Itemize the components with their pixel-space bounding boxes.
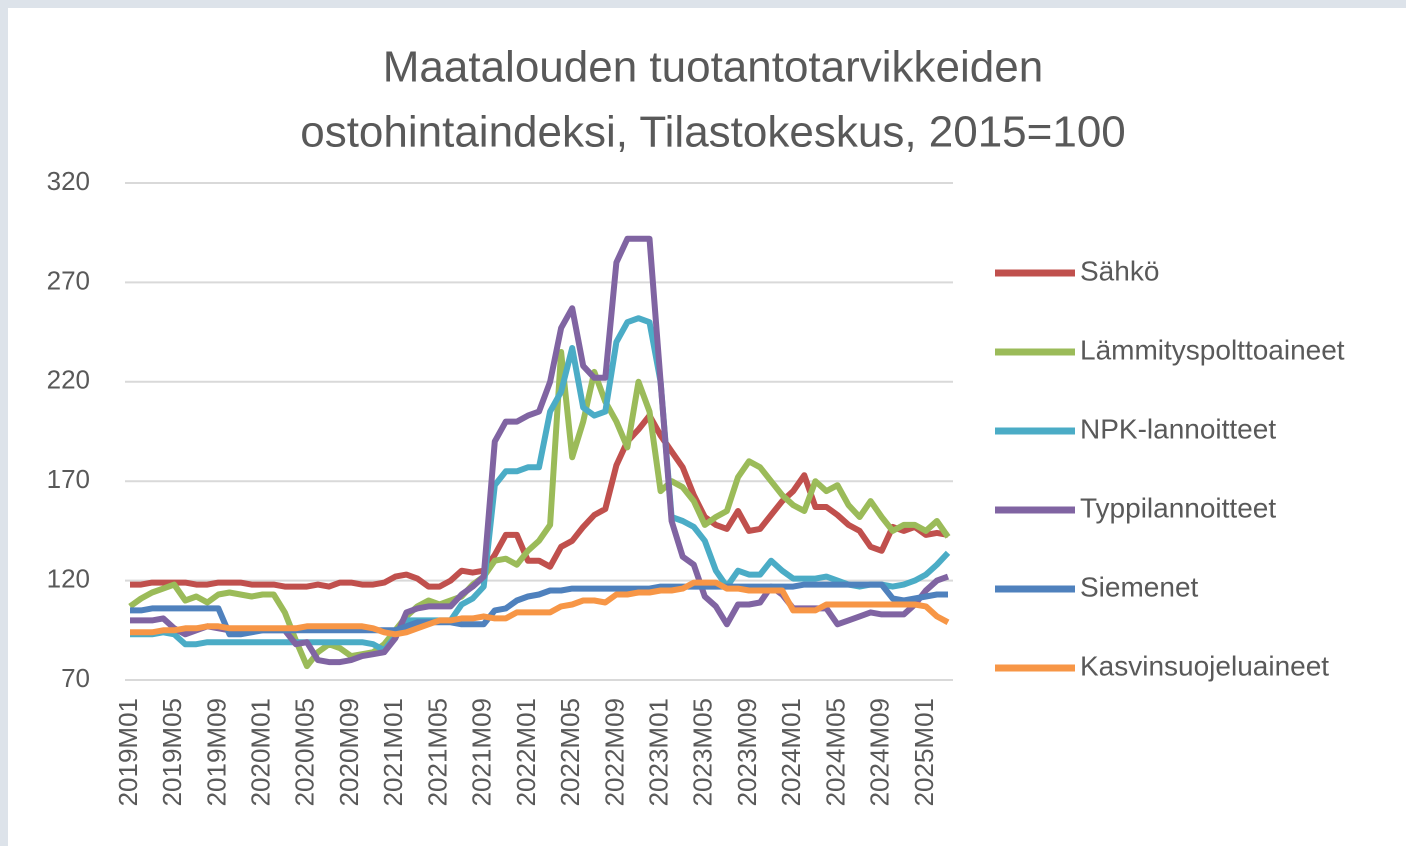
- x-tick-label: 2020M09: [334, 698, 364, 806]
- y-tick-label: 320: [47, 166, 90, 196]
- y-tick-label: 270: [47, 265, 90, 295]
- x-tick-label: 2021M05: [422, 698, 452, 806]
- chart-title: ostohintaindeksi, Tilastokeskus, 2015=10…: [300, 108, 1126, 157]
- legend-label: Lämmityspolttoaineet: [1080, 334, 1345, 365]
- x-tick-label: 2024M05: [820, 698, 850, 806]
- legend-label: Typpilannoitteet: [1080, 492, 1276, 523]
- x-tick-label: 2022M05: [555, 698, 585, 806]
- x-tick-label: 2024M01: [776, 698, 806, 806]
- x-tick-label: 2019M09: [201, 698, 231, 806]
- series-line: [130, 315, 951, 654]
- y-tick-label: 170: [47, 464, 90, 494]
- chart-title: Maatalouden tuotantotarvikkeiden: [383, 43, 1043, 92]
- x-tick-label: 2023M09: [732, 698, 762, 806]
- series-line: [128, 349, 951, 670]
- x-tick-label: 2023M01: [643, 698, 673, 806]
- x-tick-label: 2020M05: [290, 698, 320, 806]
- series-line: [130, 579, 950, 638]
- x-tick-label: 2019M05: [157, 698, 187, 806]
- legend-label: Kasvinsuojeluaineet: [1080, 650, 1329, 681]
- y-tick-label: 220: [47, 365, 90, 395]
- x-tick-label: 2022M01: [511, 698, 541, 806]
- x-tick-label: 2019M01: [113, 698, 143, 806]
- x-tick-label: 2023M05: [688, 698, 718, 806]
- x-tick-label: 2020M01: [246, 698, 276, 806]
- chart-area: [8, 8, 1406, 846]
- x-tick-label: 2021M09: [467, 698, 497, 806]
- x-tick-label: 2021M01: [378, 698, 408, 806]
- x-tick-label: 2022M09: [599, 698, 629, 806]
- y-tick-label: 70: [61, 663, 90, 693]
- legend-label: NPK-lannoitteet: [1080, 413, 1276, 444]
- x-tick-label: 2024M09: [865, 698, 895, 806]
- legend-label: Sähkö: [1080, 255, 1159, 286]
- x-tick-label: 2025M01: [909, 698, 939, 806]
- legend-label: Siemenet: [1080, 571, 1199, 602]
- y-tick-label: 120: [47, 563, 90, 593]
